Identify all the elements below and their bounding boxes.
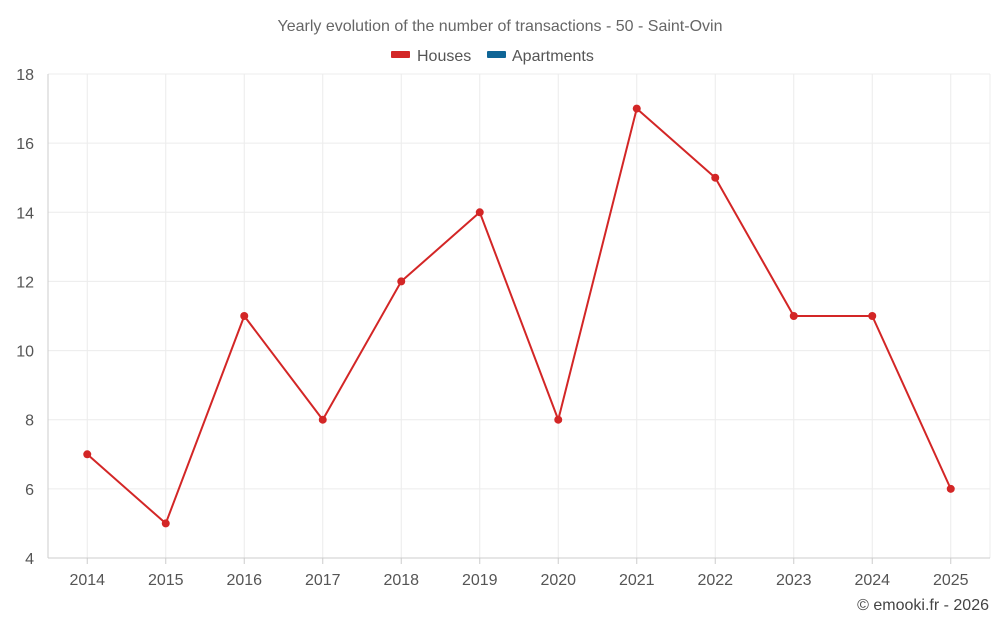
houses-point-2023[interactable] (789, 312, 798, 320)
x-tick-label: 2025 (933, 572, 969, 589)
houses-point-2014[interactable] (83, 450, 92, 459)
x-tick-label: 2021 (619, 572, 655, 589)
y-tick-label: 16 (16, 136, 34, 153)
y-axis-ticks: 4 6 8 10 12 14 16 18 (16, 67, 34, 568)
legend-swatch-apartments (487, 51, 506, 58)
legend-label-apartments: Apartments (512, 48, 594, 65)
houses-point-2017[interactable] (318, 415, 327, 424)
y-tick-label: 14 (16, 205, 34, 222)
legend: Houses Apartments (391, 48, 594, 65)
series-houses-points (83, 104, 955, 528)
x-tick-label: 2015 (148, 572, 184, 589)
y-tick-label: 8 (25, 413, 34, 430)
x-tick-label: 2023 (776, 572, 812, 589)
x-tick-label: 2016 (226, 572, 262, 589)
houses-point-2015[interactable] (161, 519, 170, 528)
legend-item-houses[interactable]: Houses (391, 48, 471, 65)
houses-point-2025[interactable] (946, 484, 955, 493)
y-tick-label: 10 (16, 344, 34, 361)
y-tick-label: 4 (25, 551, 34, 568)
credit-text: © emooki.fr - 2026 (857, 597, 989, 614)
x-tick-label: 2020 (540, 572, 576, 589)
houses-point-2022[interactable] (711, 173, 720, 182)
houses-point-2021[interactable] (632, 104, 641, 113)
houses-point-2016[interactable] (240, 312, 249, 320)
legend-label-houses: Houses (417, 48, 471, 65)
legend-item-apartments[interactable]: Apartments (487, 48, 594, 65)
x-tick-label: 2018 (383, 572, 419, 589)
x-axis-ticks: 2014 2015 2016 2017 2018 2019 2020 2021 2022 2023… (69, 558, 969, 589)
x-tick-label: 2014 (69, 572, 105, 589)
y-tick-label: 12 (16, 274, 34, 291)
chart-title: Yearly evolution of the number of transa… (278, 18, 723, 35)
x-tick-label: 2022 (697, 572, 733, 589)
legend-swatch-houses (391, 51, 410, 58)
y-tick-label: 6 (25, 482, 34, 499)
y-tick-label: 18 (16, 67, 34, 84)
houses-point-2020[interactable] (554, 415, 563, 424)
series-houses (86, 107, 952, 525)
x-tick-label: 2017 (305, 572, 341, 589)
x-tick-label: 2024 (854, 572, 890, 589)
axes (47, 74, 990, 559)
houses-line (86, 107, 952, 525)
houses-point-2018[interactable] (397, 277, 406, 286)
houses-point-2024[interactable] (868, 312, 877, 320)
x-tick-label: 2019 (462, 572, 498, 589)
houses-point-2019[interactable] (475, 208, 484, 217)
